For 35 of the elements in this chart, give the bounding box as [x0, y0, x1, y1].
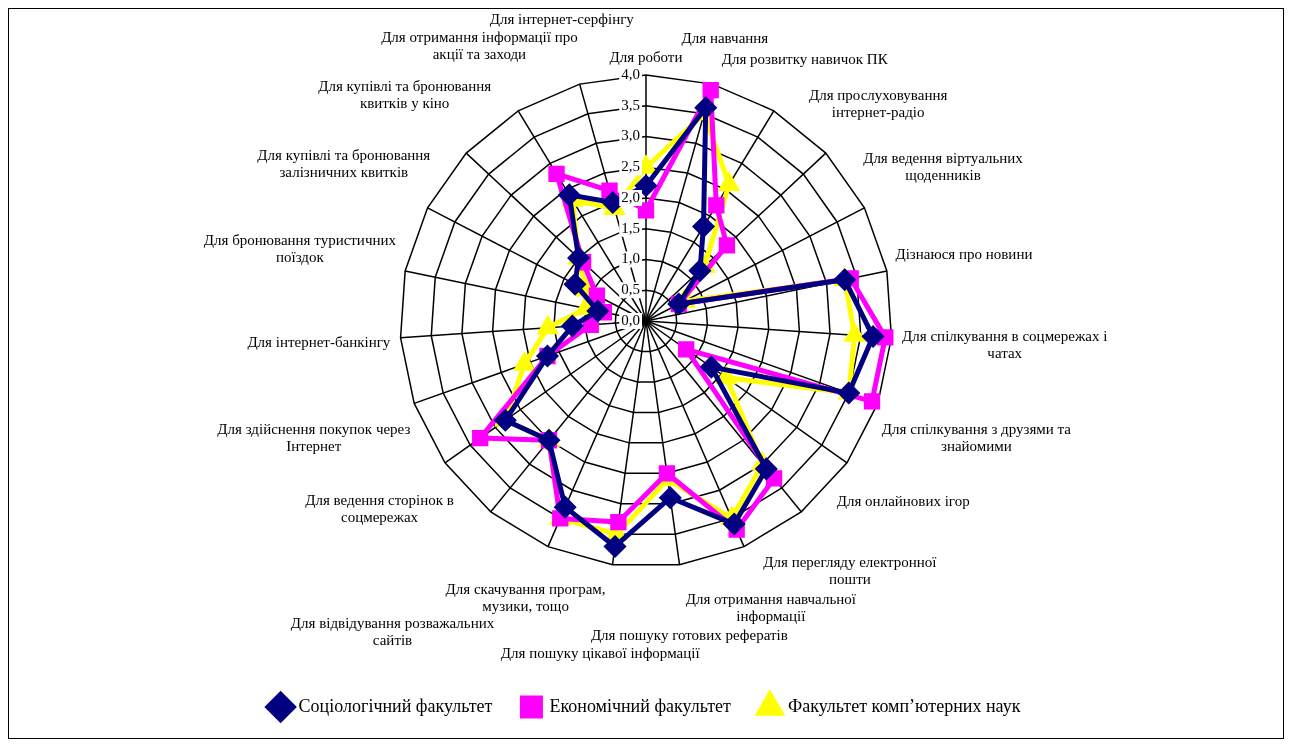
spoke-label: Для здійснення покупок через Інтернет [217, 421, 411, 455]
spoke-label: Для прослуховування інтернет-радіо [808, 86, 948, 120]
spoke-label: Для купівлі та бронювання залізничних квитків [257, 146, 431, 180]
legend-label: Факультет комп’ютерних наук [787, 695, 1021, 716]
y-tick-label: 0,0 [621, 311, 640, 328]
spoke-label: Для пошуку цікавої інформації [500, 645, 701, 662]
spoke-label: Для навчання [681, 30, 769, 47]
spoke-label: Для онлайнових ігор [836, 493, 970, 510]
spoke-label: Для отримання навчальної інформації [685, 590, 857, 624]
y-tick-label: 1,5 [621, 219, 640, 236]
spoke-label: Для отримання інформації про акції та заходи [381, 29, 578, 63]
y-tick-label: 2,5 [621, 158, 640, 175]
y-tick-label: 2,0 [621, 188, 640, 205]
spoke-label: Для спілкування в соцмережах і чатах [902, 327, 1108, 361]
spoke-label: Для відвідування розважальних сайтів [290, 614, 495, 648]
y-tick-label: 0,5 [621, 281, 640, 298]
spoke-label: Для ведення віртуальних щоденників [863, 149, 1024, 183]
spoke-label: Для перегляду електронної пошти [763, 554, 938, 588]
spoke-label: Для ведення сторінок в соцмережах [305, 491, 454, 525]
legend-label: Економічний факультет [549, 695, 732, 716]
spoke-label: Для спілкування з друзями та знайомими [881, 420, 1072, 454]
legend-label: Соціологічний факультет [298, 695, 493, 716]
spoke-label: Для інтернет-серфінгу [489, 11, 635, 28]
y-tick-label: 1,0 [621, 250, 640, 267]
spoke-label: Для роботи [609, 49, 683, 66]
spoke-label: Для розвитку навичок ПК [721, 50, 889, 67]
spoke-label: Для бронювання туристичних поїздок [203, 231, 397, 265]
spoke-label: Для скачування програм, музики, тощо [445, 580, 606, 614]
y-tick-label: 3,5 [621, 96, 640, 113]
y-tick-label: 3,0 [621, 127, 640, 144]
spoke-label: Для інтернет-банкінгу [247, 334, 391, 351]
y-tick-label: 4,0 [621, 65, 640, 82]
spoke-label: Дізнаюся про новини [895, 245, 1033, 262]
spoke-label: Для пошуку готових рефератів [590, 627, 788, 644]
spoke-label: Для купівлі та бронювання квитків у кіно [318, 78, 492, 112]
